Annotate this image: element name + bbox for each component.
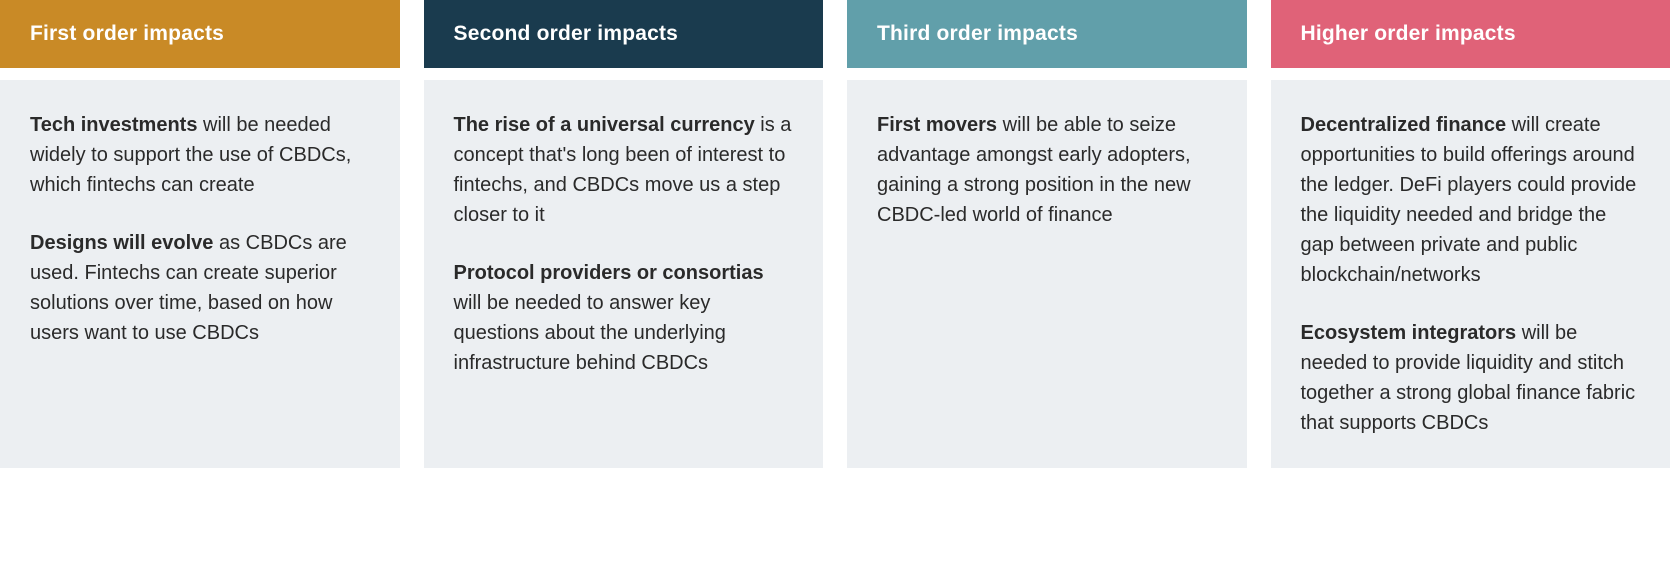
column-higher-order: Higher order impacts Decentralized finan… (1271, 0, 1670, 468)
column-third-order: Third order impacts First movers will be… (847, 0, 1247, 468)
lead-phrase: Tech investments (30, 114, 197, 136)
lead-phrase: Ecosystem integrators (1301, 322, 1517, 344)
column-body: The rise of a universal currency is a co… (424, 80, 824, 468)
column-first-order: First order impacts Tech investments wil… (0, 0, 400, 468)
column-header: Third order impacts (847, 0, 1247, 68)
column-body: First movers will be able to seize advan… (847, 80, 1247, 468)
column-body: Tech investments will be needed widely t… (0, 80, 400, 468)
impacts-grid: First order impacts Tech investments wil… (0, 0, 1670, 468)
paragraph: Protocol providers or consortias will be… (454, 258, 794, 378)
column-second-order: Second order impacts The rise of a unive… (424, 0, 824, 468)
paragraph: First movers will be able to seize advan… (877, 110, 1217, 230)
column-header: First order impacts (0, 0, 400, 68)
paragraph: Ecosystem integrators will be needed to … (1301, 318, 1641, 438)
paragraph: Decentralized finance will create opport… (1301, 110, 1641, 290)
lead-phrase: The rise of a universal currency (454, 114, 755, 136)
rest-text: will create opportunities to build offer… (1301, 114, 1637, 286)
lead-phrase: Decentralized finance (1301, 114, 1507, 136)
paragraph: The rise of a universal currency is a co… (454, 110, 794, 230)
lead-phrase: First movers (877, 114, 997, 136)
lead-phrase: Protocol providers or consortias (454, 262, 764, 284)
paragraph: Designs will evolve as CBDCs are used. F… (30, 228, 370, 348)
lead-phrase: Designs will evolve (30, 232, 213, 254)
rest-text: will be needed to answer key questions a… (454, 292, 726, 374)
column-body: Decentralized finance will create opport… (1271, 80, 1670, 468)
paragraph: Tech investments will be needed widely t… (30, 110, 370, 200)
column-header: Higher order impacts (1271, 0, 1670, 68)
column-header: Second order impacts (424, 0, 824, 68)
